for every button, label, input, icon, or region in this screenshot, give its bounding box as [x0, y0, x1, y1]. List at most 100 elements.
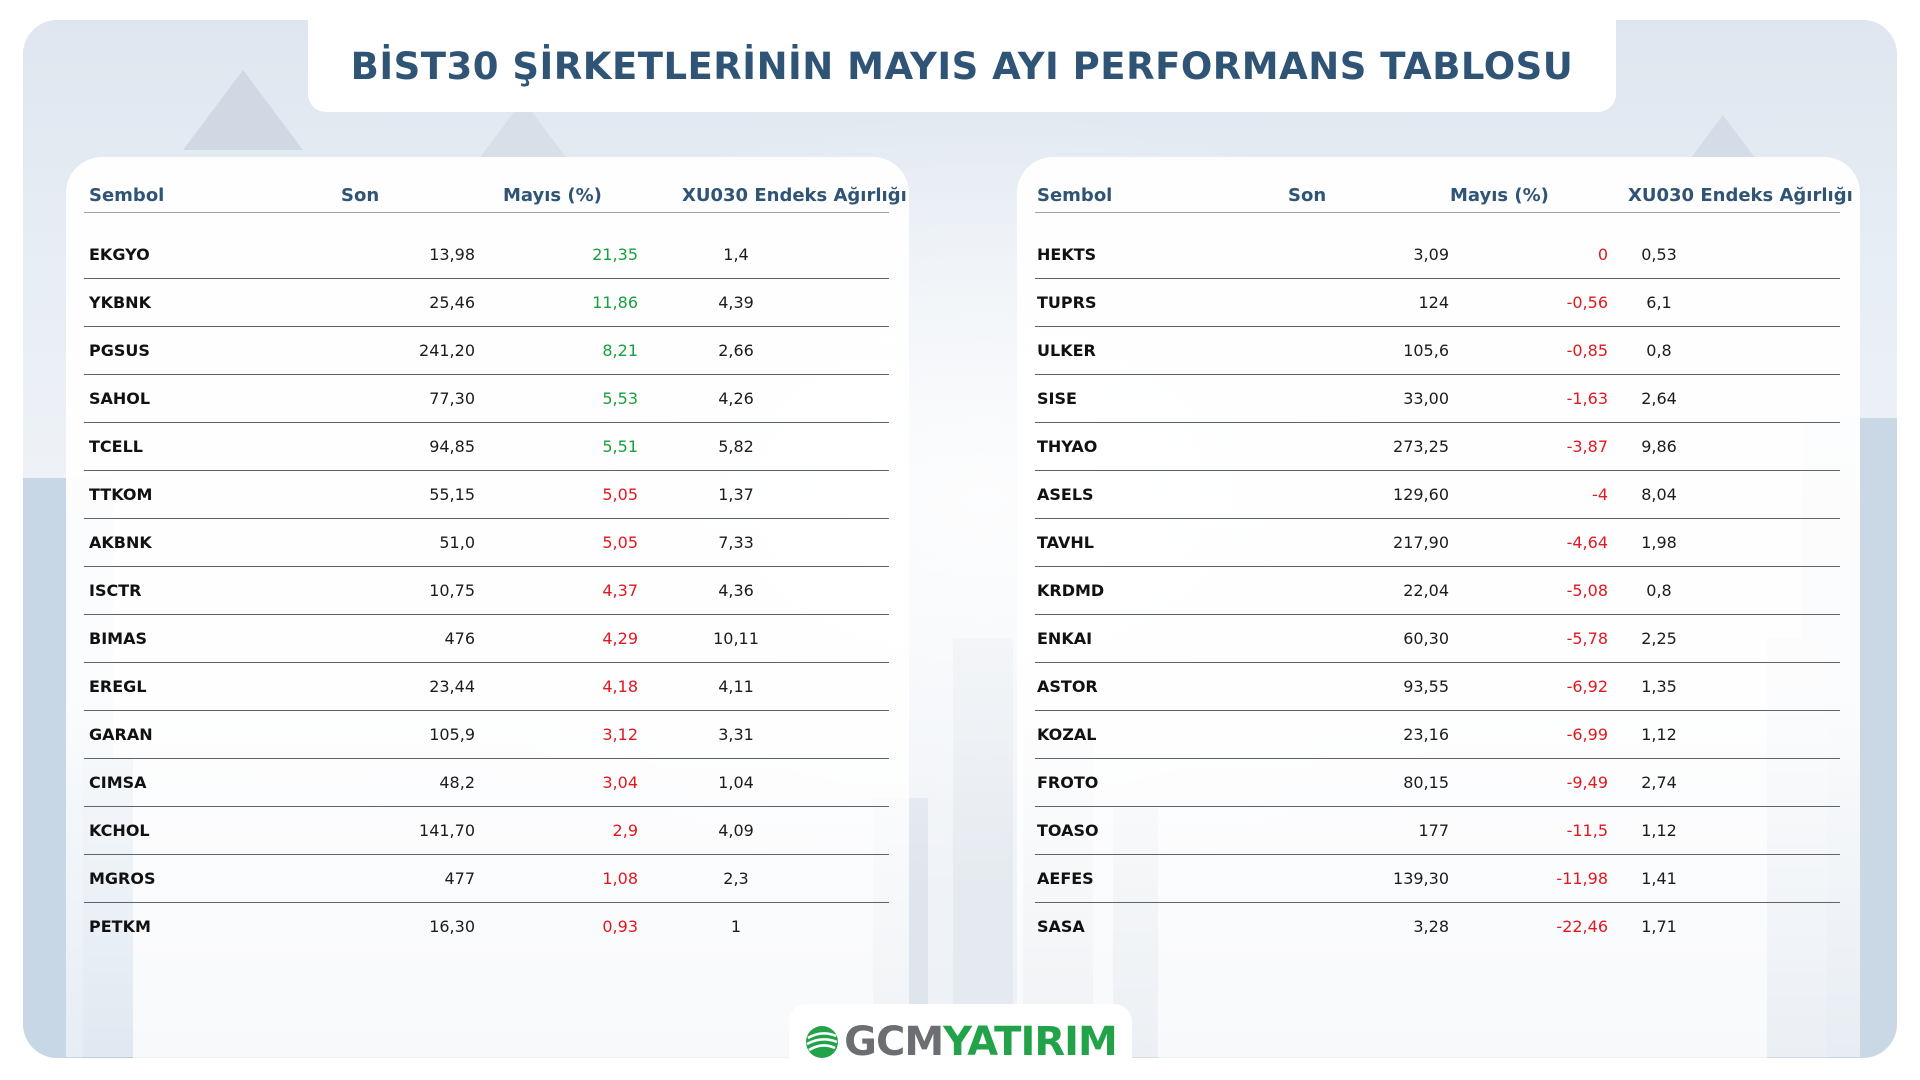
cell-sembol: SISE — [1037, 389, 1077, 408]
cell-agirlik: 4,26 — [718, 389, 754, 408]
table-header: Sembol Son Mayıs (%) XU030 Endeks Ağırlı… — [66, 185, 909, 225]
cell-sembol: SASA — [1037, 917, 1085, 936]
cell-sembol: TOASO — [1037, 821, 1099, 840]
cell-sembol: BIMAS — [89, 629, 147, 648]
cell-sembol: TAVHL — [1037, 533, 1094, 552]
cell-son: 105,9 — [429, 725, 475, 744]
table-row: GARAN 105,9 3,12 3,31 — [84, 711, 889, 759]
cell-son: 10,75 — [429, 581, 475, 600]
cell-sembol: YKBNK — [89, 293, 151, 312]
cell-son: 77,30 — [429, 389, 475, 408]
left-table-panel: Sembol Son Mayıs (%) XU030 Endeks Ağırlı… — [66, 157, 909, 1057]
cell-agirlik: 4,39 — [718, 293, 754, 312]
row-divider — [1035, 662, 1840, 663]
cell-mayis: -11,5 — [1566, 821, 1608, 840]
cell-mayis: 3,04 — [602, 773, 638, 792]
cell-son: 476 — [444, 629, 475, 648]
row-divider — [1035, 902, 1840, 903]
cell-son: 241,20 — [419, 341, 475, 360]
cell-mayis: -0,85 — [1566, 341, 1608, 360]
cell-agirlik: 1,04 — [718, 773, 754, 792]
cell-agirlik: 2,25 — [1641, 629, 1677, 648]
table-row: TTKOM 55,15 5,05 1,37 — [84, 471, 889, 519]
row-divider — [1035, 854, 1840, 855]
cell-sembol: ENKAI — [1037, 629, 1093, 648]
cell-mayis: -5,08 — [1566, 581, 1608, 600]
cell-agirlik: 9,86 — [1641, 437, 1677, 456]
row-divider — [1035, 470, 1840, 471]
cell-mayis: -1,63 — [1566, 389, 1608, 408]
cell-agirlik: 0,8 — [1646, 581, 1672, 600]
row-divider — [84, 422, 889, 423]
row-divider — [84, 470, 889, 471]
table-row: TOASO 177 -11,5 1,12 — [1035, 807, 1840, 855]
cell-agirlik: 6,1 — [1646, 293, 1672, 312]
row-divider — [84, 566, 889, 567]
cell-sembol: GARAN — [89, 725, 153, 744]
table-header: Sembol Son Mayıs (%) XU030 Endeks Ağırlı… — [1017, 185, 1860, 225]
row-divider — [84, 758, 889, 759]
row-divider — [84, 710, 889, 711]
cell-sembol: EREGL — [89, 677, 147, 696]
table-row: AEFES 139,30 -11,98 1,41 — [1035, 855, 1840, 903]
row-divider — [1035, 710, 1840, 711]
table-row: SASA 3,28 -22,46 1,71 — [1035, 903, 1840, 951]
cell-mayis: -5,78 — [1566, 629, 1608, 648]
row-divider — [84, 806, 889, 807]
cell-agirlik: 2,3 — [723, 869, 749, 888]
cell-son: 124 — [1418, 293, 1449, 312]
cell-son: 217,90 — [1393, 533, 1449, 552]
cell-son: 139,30 — [1393, 869, 1449, 888]
cell-son: 141,70 — [419, 821, 475, 840]
row-divider — [84, 374, 889, 375]
table-row: PGSUS 241,20 8,21 2,66 — [84, 327, 889, 375]
cell-son: 477 — [444, 869, 475, 888]
cell-sembol: ASELS — [1037, 485, 1094, 504]
cell-sembol: FROTO — [1037, 773, 1099, 792]
cell-agirlik: 1,98 — [1641, 533, 1677, 552]
cell-mayis: -6,99 — [1566, 725, 1608, 744]
table-row: CIMSA 48,2 3,04 1,04 — [84, 759, 889, 807]
cell-son: 80,15 — [1403, 773, 1449, 792]
table-row: YKBNK 25,46 11,86 4,39 — [84, 279, 889, 327]
cell-agirlik: 1 — [730, 917, 742, 936]
row-divider — [1035, 758, 1840, 759]
table-row: EKGYO 13,98 21,35 1,4 — [84, 231, 889, 279]
logo-text-yatirim: YATIRIM — [943, 1019, 1118, 1065]
cell-sembol: HEKTS — [1037, 245, 1097, 264]
cell-mayis: -4,64 — [1566, 533, 1608, 552]
cell-son: 3,28 — [1413, 917, 1449, 936]
cell-sembol: MGROS — [89, 869, 156, 888]
row-divider — [84, 854, 889, 855]
row-divider — [1035, 806, 1840, 807]
table-row: KCHOL 141,70 2,9 4,09 — [84, 807, 889, 855]
table-row: EREGL 23,44 4,18 4,11 — [84, 663, 889, 711]
table-row: AKBNK 51,0 5,05 7,33 — [84, 519, 889, 567]
cell-son: 51,0 — [439, 533, 475, 552]
header-sembol: Sembol — [89, 185, 165, 206]
cell-mayis: 5,05 — [602, 485, 638, 504]
table-row: TAVHL 217,90 -4,64 1,98 — [1035, 519, 1840, 567]
header-agirlik: XU030 Endeks Ağırlığı — [682, 185, 907, 206]
table-row: ENKAI 60,30 -5,78 2,25 — [1035, 615, 1840, 663]
cell-sembol: SAHOL — [89, 389, 151, 408]
title-banner: BİST30 ŞİRKETLERİNİN MAYIS AYI PERFORMAN… — [308, 20, 1616, 112]
header-agirlik: XU030 Endeks Ağırlığı — [1628, 185, 1853, 206]
row-divider — [1035, 326, 1840, 327]
cell-son: 16,30 — [429, 917, 475, 936]
cell-son: 23,16 — [1403, 725, 1449, 744]
table-row: THYAO 273,25 -3,87 9,86 — [1035, 423, 1840, 471]
cell-agirlik: 1,37 — [718, 485, 754, 504]
table-row: ISCTR 10,75 4,37 4,36 — [84, 567, 889, 615]
cell-mayis: 5,51 — [602, 437, 638, 456]
row-divider — [1035, 278, 1840, 279]
cell-mayis: 21,35 — [592, 245, 638, 264]
table-row: PETKM 16,30 0,93 1 — [84, 903, 889, 951]
row-divider — [1035, 374, 1840, 375]
cell-sembol: ISCTR — [89, 581, 142, 600]
table-row: ASTOR 93,55 -6,92 1,35 — [1035, 663, 1840, 711]
table-row: KRDMD 22,04 -5,08 0,8 — [1035, 567, 1840, 615]
cell-agirlik: 8,04 — [1641, 485, 1677, 504]
cell-mayis: 1,08 — [602, 869, 638, 888]
cell-son: 93,55 — [1403, 677, 1449, 696]
